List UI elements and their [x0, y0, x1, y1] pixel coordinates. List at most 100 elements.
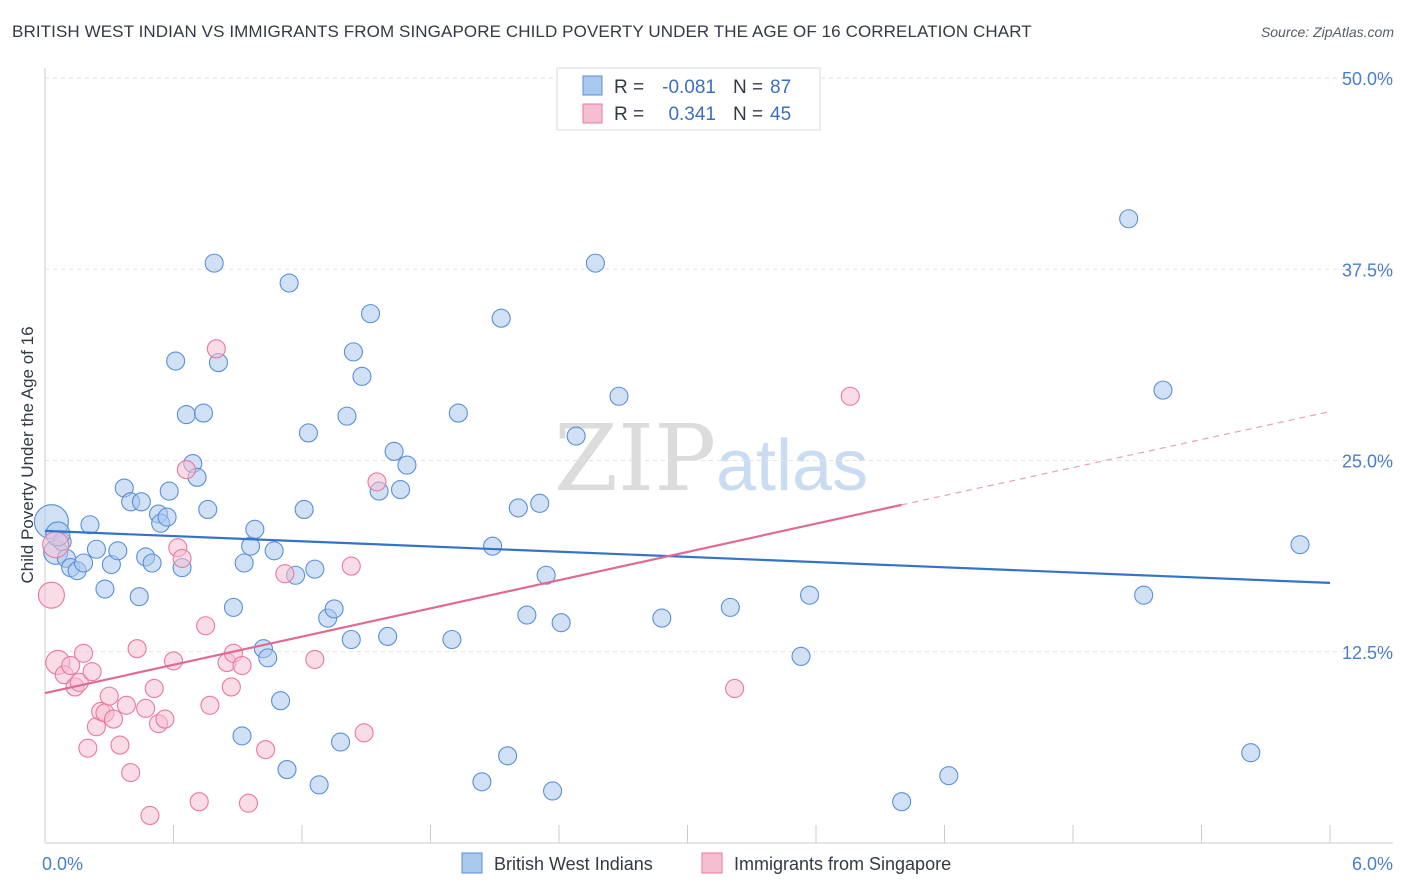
- point-immigrants-from-singapore-17: [121, 763, 141, 783]
- point-british-west-indians-70: [566, 426, 586, 446]
- point-immigrants-from-singapore-40: [341, 556, 361, 576]
- point-british-west-indians-44: [309, 775, 329, 795]
- point-british-west-indians-72: [609, 386, 629, 406]
- series-legend: British West Indians Immigrants from Sin…: [461, 852, 951, 874]
- point-british-west-indians-47: [330, 732, 351, 752]
- point-british-west-indians-9: [95, 579, 115, 599]
- x-tick-label-0: 0.0%: [42, 854, 83, 874]
- trend-line-british-west-indians: [44, 529, 1331, 584]
- point-british-west-indians-20: [166, 351, 186, 371]
- y-tick-label-3: 50.0%: [1342, 69, 1393, 89]
- point-british-west-indians-22: [176, 405, 196, 425]
- point-british-west-indians-68: [543, 781, 563, 801]
- point-british-west-indians-73: [652, 608, 672, 628]
- x-tick-labels: 0.0% 6.0%: [42, 854, 1393, 874]
- stats-legend-swatch-pink: [582, 103, 603, 124]
- point-british-west-indians-52: [360, 304, 381, 324]
- point-british-west-indians-19: [159, 481, 179, 501]
- y-tick-labels: 12.5% 25.0% 37.5% 50.0%: [1342, 69, 1393, 663]
- point-british-west-indians-30: [232, 726, 252, 746]
- trend-lines: [44, 410, 1331, 695]
- point-immigrants-from-singapore-7: [74, 643, 94, 663]
- point-british-west-indians-77: [892, 792, 912, 812]
- point-british-west-indians-8: [86, 539, 106, 559]
- point-british-west-indians-49: [341, 629, 361, 650]
- point-british-west-indians-25: [193, 403, 214, 423]
- point-british-west-indians-64: [508, 498, 528, 518]
- point-british-west-indians-50: [343, 342, 363, 362]
- legend-swatch-british-west-indians: [461, 852, 483, 874]
- point-british-west-indians-48: [337, 406, 357, 426]
- y-tick-label-0: 12.5%: [1342, 643, 1393, 663]
- point-british-west-indians-80: [1134, 585, 1154, 605]
- point-immigrants-from-singapore-38: [275, 564, 295, 584]
- series-immigrants-from-singapore: [37, 339, 860, 826]
- point-british-west-indians-36: [264, 541, 284, 561]
- stats-r-label-2: R =: [614, 104, 644, 125]
- y-axis-label: Child Poverty Under the Age of 16: [18, 326, 37, 583]
- point-british-west-indians-79: [1119, 209, 1139, 229]
- stats-r-label-1: R =: [614, 77, 644, 98]
- point-immigrants-from-singapore-14: [103, 709, 124, 729]
- point-immigrants-from-singapore-30: [200, 695, 220, 715]
- point-british-west-indians-11: [108, 541, 128, 561]
- stats-n-value-2: 45: [770, 104, 791, 125]
- point-british-west-indians-81: [1153, 380, 1173, 400]
- point-british-west-indians-39: [279, 273, 299, 293]
- point-british-west-indians-41: [294, 499, 314, 520]
- point-immigrants-from-singapore-31: [206, 339, 226, 359]
- point-british-west-indians-33: [245, 519, 265, 539]
- stats-r-value-1: -0.081: [662, 77, 716, 98]
- point-immigrants-from-singapore-37: [256, 740, 276, 760]
- point-british-west-indians-60: [472, 772, 492, 792]
- axes: [44, 68, 1393, 844]
- chart-title: BRITISH WEST INDIAN VS IMMIGRANTS FROM S…: [12, 22, 1032, 41]
- y-tick-label-2: 37.5%: [1342, 260, 1393, 280]
- point-immigrants-from-singapore-43: [725, 678, 745, 699]
- stats-r-value-2: 0.341: [668, 104, 716, 125]
- point-immigrants-from-singapore-1: [42, 531, 70, 559]
- point-immigrants-from-singapore-15: [110, 735, 130, 755]
- point-british-west-indians-66: [530, 493, 550, 513]
- point-immigrants-from-singapore-21: [144, 678, 164, 699]
- point-british-west-indians-85: [131, 492, 151, 512]
- stats-n-label-1: N =: [733, 77, 763, 98]
- point-british-west-indians-55: [384, 441, 404, 461]
- point-british-west-indians-83: [1290, 535, 1310, 555]
- point-british-west-indians-58: [442, 629, 462, 650]
- point-british-west-indians-86: [157, 507, 177, 527]
- point-immigrants-from-singapore-4: [61, 655, 81, 676]
- point-immigrants-from-singapore-41: [354, 723, 374, 743]
- point-british-west-indians-59: [448, 403, 468, 423]
- point-immigrants-from-singapore-33: [221, 677, 241, 697]
- x-tick-label-1: 6.0%: [1352, 854, 1393, 874]
- point-british-west-indians-37: [271, 691, 291, 711]
- legend-label-immigrants-from-singapore: Immigrants from Singapore: [734, 854, 951, 874]
- watermark-zip: ZIP: [554, 405, 716, 512]
- point-british-west-indians-76: [800, 585, 820, 605]
- point-british-west-indians-63: [498, 746, 518, 766]
- point-immigrants-from-singapore-16: [116, 695, 136, 715]
- point-immigrants-from-singapore-29: [196, 616, 216, 636]
- legend-label-british-west-indians: British West Indians: [494, 854, 653, 874]
- point-british-west-indians-67: [536, 565, 556, 585]
- point-immigrants-from-singapore-28: [189, 792, 209, 812]
- point-immigrants-from-singapore-9: [82, 662, 102, 682]
- point-british-west-indians-27: [204, 253, 224, 273]
- point-british-west-indians-74: [720, 597, 740, 617]
- point-british-west-indians-14: [129, 587, 149, 607]
- point-immigrants-from-singapore-39: [305, 649, 325, 669]
- point-immigrants-from-singapore-36: [238, 793, 259, 813]
- stats-legend-swatch-blue: [582, 75, 603, 96]
- point-british-west-indians-71: [585, 253, 605, 273]
- point-immigrants-from-singapore-35: [232, 655, 252, 676]
- point-british-west-indians-29: [223, 597, 244, 617]
- point-british-west-indians-65: [517, 605, 537, 625]
- stats-n-label-2: N =: [733, 104, 763, 125]
- point-immigrants-from-singapore-13: [99, 686, 119, 706]
- point-british-west-indians-51: [352, 366, 372, 386]
- point-immigrants-from-singapore-8: [78, 738, 98, 758]
- source-label: Source: ZipAtlas.com: [1260, 24, 1394, 40]
- point-british-west-indians-43: [305, 559, 325, 579]
